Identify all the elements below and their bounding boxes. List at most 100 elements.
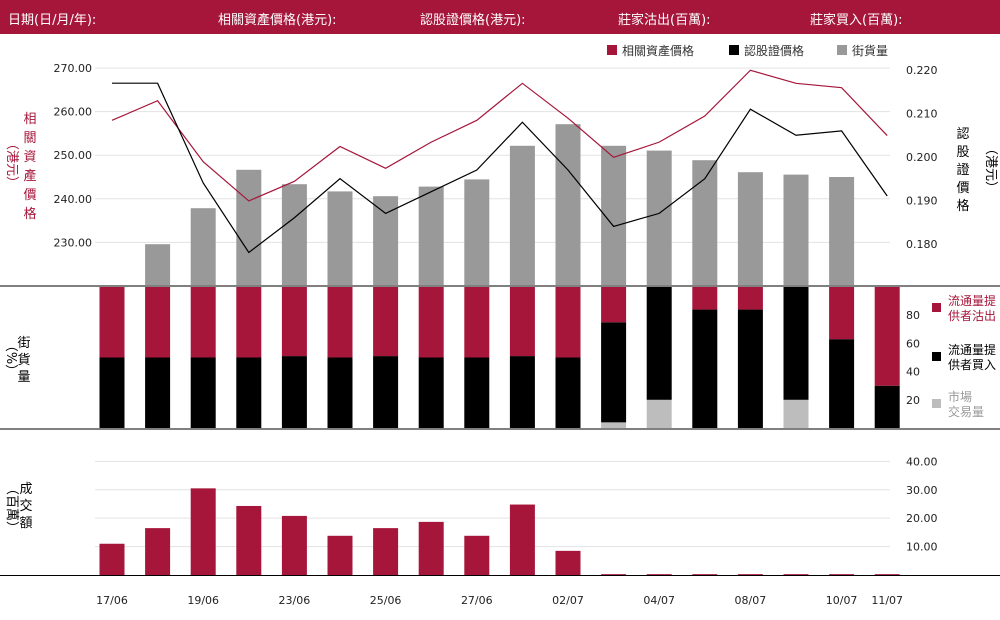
turnover-bar	[418, 521, 444, 575]
asset-price-line	[111, 69, 888, 202]
date-label: 日期(日/月/年):	[8, 13, 97, 28]
x-tick-label: 10/07	[826, 594, 858, 607]
turnover-bar	[874, 574, 900, 576]
lp-buy-bar	[601, 322, 627, 423]
left-axis-title-char: 關	[23, 131, 36, 146]
side-legend-buy-label: 供者買入	[948, 358, 996, 372]
x-tick-label: 23/06	[279, 594, 311, 607]
lp-buy-bar	[190, 357, 216, 428]
x-tick-label: 04/07	[643, 594, 675, 607]
right-tick-label: 0.200	[906, 151, 938, 164]
legend-asset-swatch	[607, 45, 617, 55]
turnover-bar	[327, 535, 353, 575]
street-volume-bar	[464, 179, 490, 285]
turnover-bar	[281, 515, 307, 575]
street-volume-bar	[145, 244, 171, 285]
lp-sell-label: 莊家沽出(百萬):	[618, 13, 711, 28]
lp-sell-bar	[601, 287, 627, 323]
street-volume-bar	[190, 208, 216, 285]
header-bar: 日期(日/月/年): 相關資產價格(港元): 認股證價格(港元): 莊家沽出(百…	[0, 0, 1000, 34]
lp-buy-bar	[874, 385, 900, 428]
turnover-bar	[555, 550, 581, 575]
left-tick-label: 270.00	[54, 62, 93, 75]
side-legend-sell-label: 供者沽出	[948, 309, 996, 323]
lp-buy-bar	[783, 287, 809, 400]
lp-sell-bar	[418, 287, 444, 358]
lp-sell-bar	[373, 287, 399, 357]
lp-sell-bar	[190, 287, 216, 358]
turnover-bar	[601, 574, 627, 576]
right-axis-title-char: 認	[956, 126, 969, 142]
legend-street-label: 街貨量	[852, 43, 888, 58]
street-volume-bar	[418, 186, 444, 285]
street-volume-bar	[692, 160, 718, 285]
left-axis-title-char: 價	[23, 188, 36, 203]
turnover-bar	[373, 528, 399, 575]
turnover-bar	[99, 543, 125, 575]
left-axis-title-char: 格	[23, 206, 36, 222]
percent-tick-label: 40	[906, 366, 920, 379]
x-tick-label: 08/07	[735, 594, 767, 607]
turnover-bar	[692, 574, 718, 576]
left-axis-title-char: 資	[23, 150, 36, 165]
left-tick-label: 260.00	[54, 106, 93, 119]
x-tick-label: 27/06	[461, 594, 493, 607]
street-axis-title-char: 貨	[17, 352, 30, 368]
street-volume-bar	[281, 184, 307, 285]
lp-sell-bar	[145, 287, 171, 358]
turnover-tick-label: 20.00	[906, 512, 938, 525]
turnover-bar	[190, 488, 216, 575]
asset-price-label: 相關資產價格(港元):	[218, 13, 337, 28]
right-axis-title-char: 格	[956, 198, 969, 214]
street-volume-bar	[737, 172, 763, 285]
lp-sell-bar	[692, 287, 718, 310]
street-axis-title-char: 量	[17, 370, 30, 385]
turnover-bar	[464, 535, 490, 575]
right-axis-title-char: 股	[956, 145, 969, 160]
turnover-bar	[829, 574, 855, 576]
turnover-bar	[236, 505, 262, 575]
side-legend-buy-swatch	[932, 352, 941, 361]
right-tick-label: 0.210	[906, 108, 938, 121]
lp-sell-bar	[236, 287, 262, 358]
lp-buy-bar	[236, 357, 262, 428]
x-tick-label: 11/07	[871, 594, 903, 607]
left-axis-unit: （港元）	[4, 137, 19, 189]
street-volume-bar	[327, 191, 353, 285]
street-volume-bar	[236, 169, 262, 285]
left-tick-label: 250.00	[54, 149, 93, 162]
percent-tick-label: 60	[906, 337, 920, 350]
lp-sell-bar	[281, 287, 307, 357]
percent-tick-label: 20	[906, 394, 920, 407]
turnover-bar	[646, 574, 672, 576]
percent-tick-label: 80	[906, 309, 920, 322]
side-legend-market-label: 市場	[948, 389, 972, 404]
warrant-price-label: 認股證價格(港元):	[420, 13, 526, 28]
turnover-axis-unit: （百萬）	[4, 482, 19, 534]
turnover-axis-title-char: 額	[19, 516, 32, 531]
market-volume-bar	[783, 399, 809, 428]
turnover-tick-label: 40.00	[906, 455, 938, 468]
side-legend-buy-label: 流通量提	[948, 342, 996, 357]
market-volume-bar	[646, 399, 672, 428]
right-axis-title-char: 證	[956, 162, 969, 178]
turnover-bar	[783, 574, 809, 576]
lp-buy-bar	[829, 339, 855, 428]
right-tick-label: 0.180	[906, 238, 938, 251]
lp-buy-bar	[646, 287, 672, 400]
right-tick-label: 0.220	[906, 64, 938, 77]
lp-buy-bar	[555, 357, 581, 428]
lp-sell-bar	[464, 287, 490, 358]
street-axis-title-char: 街	[17, 336, 30, 351]
right-axis-unit: （港元）	[983, 142, 998, 194]
lp-buy-bar	[99, 357, 125, 428]
market-volume-bar	[601, 422, 627, 428]
turnover-tick-label: 10.00	[906, 541, 938, 554]
legend-warrant-label: 認股證價格	[744, 43, 804, 58]
lp-buy-bar	[464, 357, 490, 428]
turnover-axis-title-char: 成	[19, 482, 32, 497]
street-volume-bar	[829, 177, 855, 285]
left-axis-title-char: 產	[23, 168, 36, 184]
left-tick-label: 230.00	[54, 236, 93, 249]
